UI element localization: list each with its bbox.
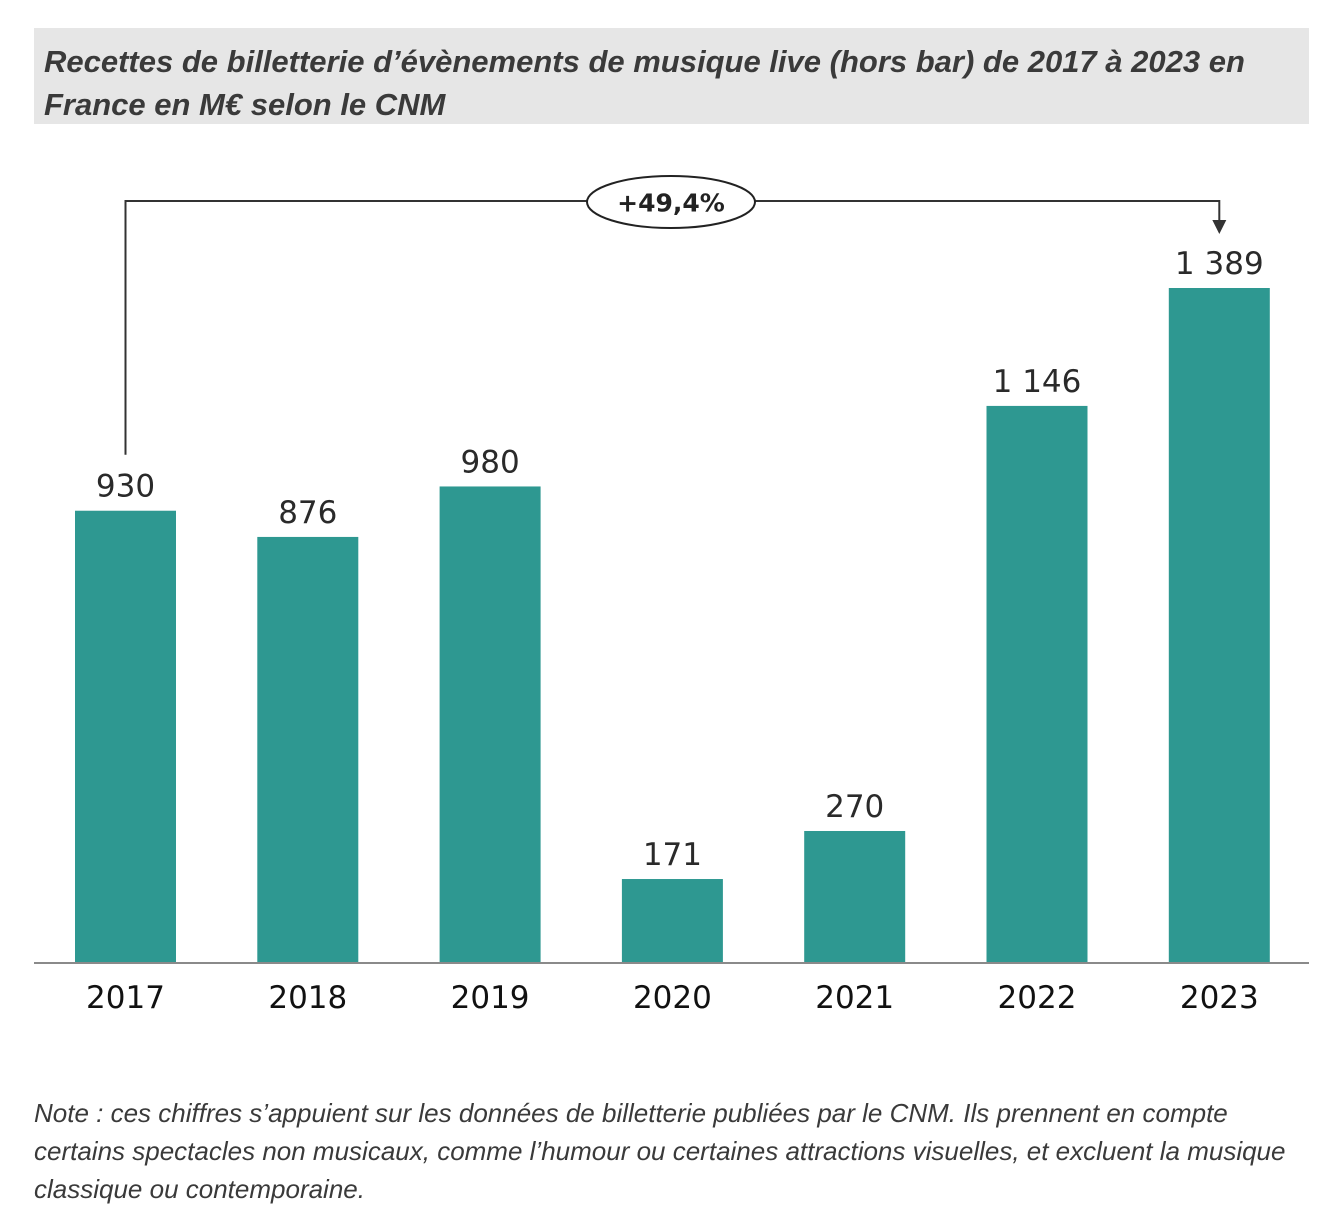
tick-label-2017: 2017 [86, 980, 165, 1016]
bar-2022 [986, 405, 1088, 963]
bar-2021 [804, 830, 906, 962]
bar-2018 [257, 536, 359, 962]
growth-badge-ellipse [586, 175, 756, 229]
value-label-2022: 1 146 [993, 364, 1082, 400]
value-labels-group: 930 876 980 171 270 1 146 1 389 [96, 246, 1264, 873]
tick-label-2023: 2023 [1180, 980, 1259, 1016]
footnote: Note : ces chiffres s’appuient sur les d… [34, 1098, 1286, 1204]
growth-badge-label: +49,4% [617, 189, 725, 218]
value-label-2023: 1 389 [1175, 246, 1264, 282]
value-label-2021: 270 [825, 789, 884, 825]
bar-2023 [1168, 288, 1270, 962]
chart-title: Recettes de billetterie d’évènements de … [44, 44, 1245, 122]
tick-label-2019: 2019 [451, 980, 530, 1016]
value-label-2017: 930 [96, 469, 155, 505]
value-label-2020: 171 [643, 837, 702, 873]
value-label-2018: 876 [278, 495, 337, 531]
tick-label-2022: 2022 [998, 980, 1077, 1016]
bars-group [75, 288, 1270, 963]
growth-arrow-head [1212, 220, 1227, 234]
tick-label-2018: 2018 [268, 980, 347, 1016]
growth-annotation: +49,4% [124, 175, 1227, 455]
tick-label-2021: 2021 [815, 980, 894, 1016]
value-label-2019: 980 [461, 444, 520, 480]
bar-2017 [75, 510, 176, 962]
tick-label-2020: 2020 [633, 980, 712, 1016]
chart-title-band: Recettes de billetterie d’évènements de … [34, 28, 1309, 124]
bar-2019 [439, 486, 541, 962]
bar-2020 [621, 879, 723, 962]
tick-labels-group: 2017 2018 2019 2020 2021 2022 2023 [86, 980, 1259, 1016]
